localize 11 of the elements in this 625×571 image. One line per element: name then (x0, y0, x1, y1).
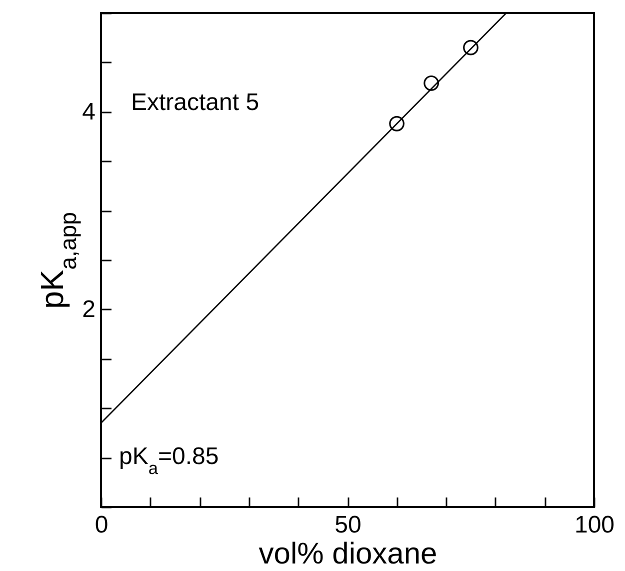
x-tick-label: 0 (94, 512, 108, 538)
point (389, 116, 404, 132)
annotation: pK$_{a}$=0.85 (119, 443, 219, 478)
y-tick-label: 4 (82, 98, 96, 126)
point (424, 75, 439, 91)
y-tick-label: 2 (82, 296, 96, 323)
x-tick-label: 50 (334, 512, 362, 538)
x-tick-label: 100 (574, 512, 615, 538)
x-axis-title: vol% dioxane (258, 538, 438, 570)
point (463, 40, 478, 56)
annotation: Extractant 5 (131, 89, 260, 116)
